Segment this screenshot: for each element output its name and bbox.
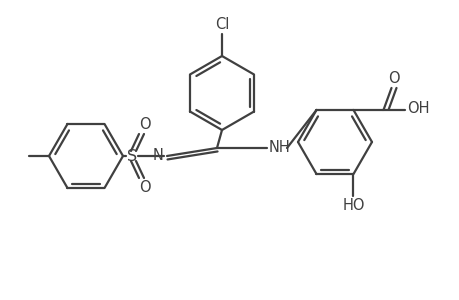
Text: O: O — [139, 117, 151, 132]
Text: Cl: Cl — [214, 17, 229, 32]
Text: HO: HO — [341, 198, 364, 213]
Text: NH: NH — [269, 140, 290, 154]
Text: S: S — [127, 148, 137, 164]
Text: N: N — [153, 148, 164, 163]
Text: O: O — [139, 180, 151, 195]
Text: O: O — [387, 71, 398, 86]
Text: OH: OH — [407, 101, 429, 116]
